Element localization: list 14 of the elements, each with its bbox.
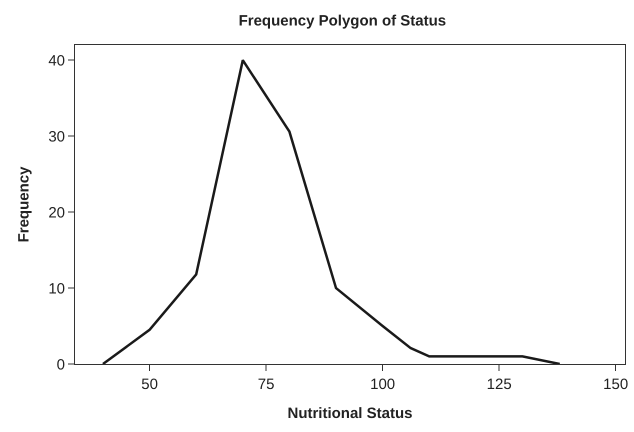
x-axis-title: Nutritional Status (287, 405, 413, 422)
y-tick-label: 10 (48, 280, 65, 298)
chart-title: Frequency Polygon of Status (238, 12, 446, 30)
x-tick-label: 100 (370, 376, 396, 393)
x-tick-label: 50 (141, 376, 158, 393)
y-tick-label: 0 (56, 356, 65, 374)
y-axis-title: Frequency (16, 166, 33, 242)
x-tick-label: 125 (486, 376, 512, 393)
y-tick-label: 30 (48, 128, 65, 146)
x-tick-label: 75 (258, 376, 274, 393)
line-series (102, 58, 561, 364)
y-tick-label: 20 (48, 204, 65, 222)
y-tick-label: 40 (48, 52, 65, 70)
x-tick-label: 150 (603, 376, 628, 393)
